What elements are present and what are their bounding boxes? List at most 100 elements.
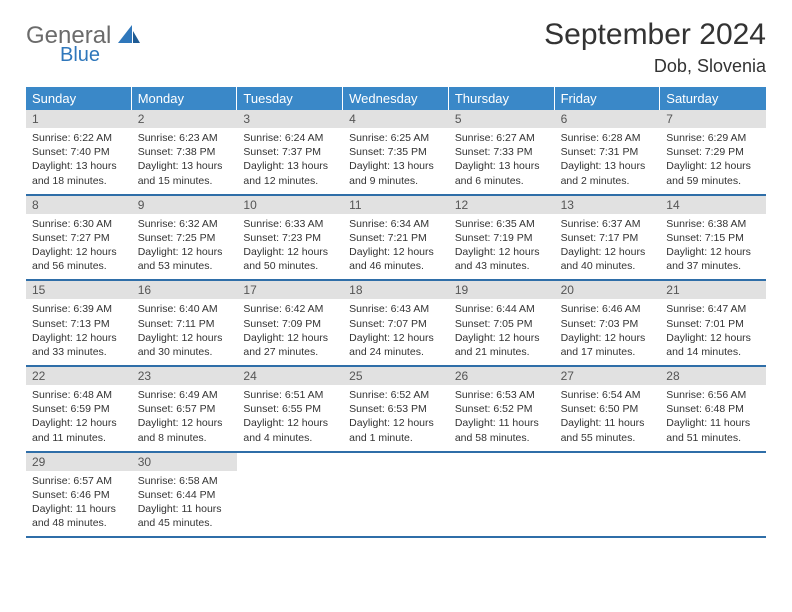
daylight-text: Daylight: 12 hours and 50 minutes. — [243, 245, 337, 273]
day-body: Sunrise: 6:33 AMSunset: 7:23 PMDaylight:… — [237, 214, 343, 280]
day-cell: 24Sunrise: 6:51 AMSunset: 6:55 PMDayligh… — [237, 367, 343, 451]
sail-icon — [118, 25, 140, 47]
day-number: 13 — [555, 196, 661, 214]
daylight-text: Daylight: 12 hours and 8 minutes. — [138, 416, 232, 444]
day-number: 18 — [343, 281, 449, 299]
day-cell: 20Sunrise: 6:46 AMSunset: 7:03 PMDayligh… — [555, 281, 661, 365]
sunrise-text: Sunrise: 6:24 AM — [243, 131, 337, 145]
day-cell: 15Sunrise: 6:39 AMSunset: 7:13 PMDayligh… — [26, 281, 132, 365]
daylight-text: Daylight: 12 hours and 4 minutes. — [243, 416, 337, 444]
day-number: 14 — [660, 196, 766, 214]
day-number: 11 — [343, 196, 449, 214]
day-number: 5 — [449, 110, 555, 128]
daylight-text: Daylight: 12 hours and 27 minutes. — [243, 331, 337, 359]
sunset-text: Sunset: 7:01 PM — [666, 317, 760, 331]
day-cell: 3Sunrise: 6:24 AMSunset: 7:37 PMDaylight… — [237, 110, 343, 194]
daylight-text: Daylight: 13 hours and 18 minutes. — [32, 159, 126, 187]
sunrise-text: Sunrise: 6:29 AM — [666, 131, 760, 145]
daylight-text: Daylight: 11 hours and 55 minutes. — [561, 416, 655, 444]
day-cell: 29Sunrise: 6:57 AMSunset: 6:46 PMDayligh… — [26, 453, 132, 537]
sunrise-text: Sunrise: 6:33 AM — [243, 217, 337, 231]
day-body: Sunrise: 6:57 AMSunset: 6:46 PMDaylight:… — [26, 471, 132, 537]
day-number: 17 — [237, 281, 343, 299]
sunset-text: Sunset: 6:53 PM — [349, 402, 443, 416]
day-cell: 28Sunrise: 6:56 AMSunset: 6:48 PMDayligh… — [660, 367, 766, 451]
week-row: 15Sunrise: 6:39 AMSunset: 7:13 PMDayligh… — [26, 281, 766, 367]
day-body: Sunrise: 6:43 AMSunset: 7:07 PMDaylight:… — [343, 299, 449, 365]
daylight-text: Daylight: 11 hours and 45 minutes. — [138, 502, 232, 530]
daylight-text: Daylight: 12 hours and 21 minutes. — [455, 331, 549, 359]
day-body: Sunrise: 6:39 AMSunset: 7:13 PMDaylight:… — [26, 299, 132, 365]
logo-text: General Blue — [26, 24, 140, 65]
sunrise-text: Sunrise: 6:37 AM — [561, 217, 655, 231]
day-body: Sunrise: 6:27 AMSunset: 7:33 PMDaylight:… — [449, 128, 555, 194]
day-body: Sunrise: 6:48 AMSunset: 6:59 PMDaylight:… — [26, 385, 132, 451]
day-body: Sunrise: 6:58 AMSunset: 6:44 PMDaylight:… — [132, 471, 238, 537]
sunset-text: Sunset: 7:05 PM — [455, 317, 549, 331]
day-number: 28 — [660, 367, 766, 385]
day-body: Sunrise: 6:46 AMSunset: 7:03 PMDaylight:… — [555, 299, 661, 365]
sunset-text: Sunset: 7:25 PM — [138, 231, 232, 245]
day-cell-empty — [237, 453, 343, 537]
daylight-text: Daylight: 12 hours and 46 minutes. — [349, 245, 443, 273]
daylight-text: Daylight: 12 hours and 1 minute. — [349, 416, 443, 444]
day-body: Sunrise: 6:37 AMSunset: 7:17 PMDaylight:… — [555, 214, 661, 280]
sunrise-text: Sunrise: 6:30 AM — [32, 217, 126, 231]
day-cell: 14 Sunrise: 6:38 AMSunset: 7:15 PMDayligh… — [660, 196, 766, 280]
sunset-text: Sunset: 7:09 PM — [243, 317, 337, 331]
sunset-text: Sunset: 6:55 PM — [243, 402, 337, 416]
day-body: Sunrise: 6:40 AMSunset: 7:11 PMDaylight:… — [132, 299, 238, 365]
sunrise-text: Sunrise: 6:38 AM — [666, 217, 760, 231]
logo: General Blue — [26, 18, 140, 65]
daylight-text: Daylight: 12 hours and 37 minutes. — [666, 245, 760, 273]
sunset-text: Sunset: 7:37 PM — [243, 145, 337, 159]
daylight-text: Daylight: 12 hours and 56 minutes. — [32, 245, 126, 273]
day-number: 23 — [132, 367, 238, 385]
sunset-text: Sunset: 7:15 PM — [666, 231, 760, 245]
daylight-text: Daylight: 12 hours and 24 minutes. — [349, 331, 443, 359]
sunrise-text: Sunrise: 6:40 AM — [138, 302, 232, 316]
day-cell: 18Sunrise: 6:43 AMSunset: 7:07 PMDayligh… — [343, 281, 449, 365]
day-cell: 26Sunrise: 6:53 AMSunset: 6:52 PMDayligh… — [449, 367, 555, 451]
day-number: 26 — [449, 367, 555, 385]
day-number: 1 — [26, 110, 132, 128]
day-number: 24 — [237, 367, 343, 385]
day-body: Sunrise: 6:56 AMSunset: 6:48 PMDaylight:… — [660, 385, 766, 451]
day-body: Sunrise: 6:52 AMSunset: 6:53 PMDaylight:… — [343, 385, 449, 451]
sunrise-text: Sunrise: 6:25 AM — [349, 131, 443, 145]
sunset-text: Sunset: 7:03 PM — [561, 317, 655, 331]
day-cell: 2Sunrise: 6:23 AMSunset: 7:38 PMDaylight… — [132, 110, 238, 194]
sunrise-text: Sunrise: 6:58 AM — [138, 474, 232, 488]
day-cell: 27Sunrise: 6:54 AMSunset: 6:50 PMDayligh… — [555, 367, 661, 451]
day-number: 10 — [237, 196, 343, 214]
daylight-text: Daylight: 11 hours and 48 minutes. — [32, 502, 126, 530]
daylight-text: Daylight: 13 hours and 6 minutes. — [455, 159, 549, 187]
sunset-text: Sunset: 6:48 PM — [666, 402, 760, 416]
day-body: Sunrise: 6:51 AMSunset: 6:55 PMDaylight:… — [237, 385, 343, 451]
sunrise-text: Sunrise: 6:44 AM — [455, 302, 549, 316]
day-cell: 22Sunrise: 6:48 AMSunset: 6:59 PMDayligh… — [26, 367, 132, 451]
day-cell: 11Sunrise: 6:34 AMSunset: 7:21 PMDayligh… — [343, 196, 449, 280]
sunset-text: Sunset: 7:27 PM — [32, 231, 126, 245]
day-number: 27 — [555, 367, 661, 385]
day-cell-empty — [660, 453, 766, 537]
day-cell: 30Sunrise: 6:58 AMSunset: 6:44 PMDayligh… — [132, 453, 238, 537]
sunset-text: Sunset: 6:44 PM — [138, 488, 232, 502]
day-body: Sunrise: 6:32 AMSunset: 7:25 PMDaylight:… — [132, 214, 238, 280]
sunset-text: Sunset: 7:35 PM — [349, 145, 443, 159]
day-number: 29 — [26, 453, 132, 471]
day-cell-empty — [343, 453, 449, 537]
day-cell: 21Sunrise: 6:47 AMSunset: 7:01 PMDayligh… — [660, 281, 766, 365]
day-body: Sunrise: 6:23 AMSunset: 7:38 PMDaylight:… — [132, 128, 238, 194]
sunrise-text: Sunrise: 6:49 AM — [138, 388, 232, 402]
day-cell: 10Sunrise: 6:33 AMSunset: 7:23 PMDayligh… — [237, 196, 343, 280]
day-number: 25 — [343, 367, 449, 385]
day-number: 4 — [343, 110, 449, 128]
sunset-text: Sunset: 7:38 PM — [138, 145, 232, 159]
daylight-text: Daylight: 12 hours and 17 minutes. — [561, 331, 655, 359]
weekday-header: Tuesday — [237, 87, 343, 110]
daylight-text: Daylight: 12 hours and 11 minutes. — [32, 416, 126, 444]
day-number: 15 — [26, 281, 132, 299]
week-row: 1Sunrise: 6:22 AMSunset: 7:40 PMDaylight… — [26, 110, 766, 196]
sunset-text: Sunset: 6:52 PM — [455, 402, 549, 416]
